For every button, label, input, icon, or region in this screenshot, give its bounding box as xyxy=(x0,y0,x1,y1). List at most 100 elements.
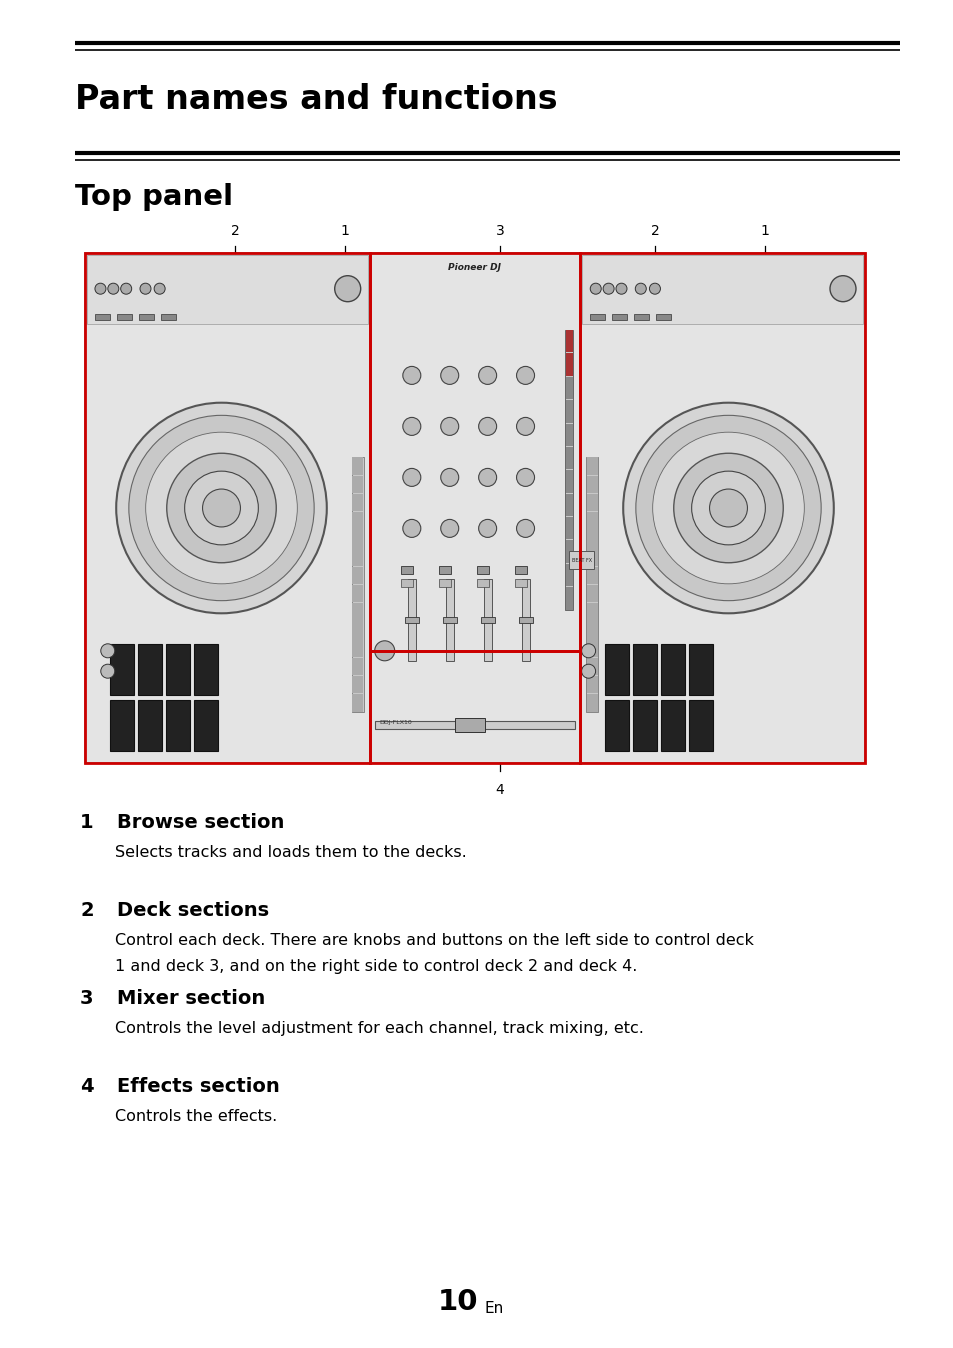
Bar xyxy=(565,330,572,352)
Circle shape xyxy=(375,640,395,661)
Bar xyxy=(352,658,363,675)
Circle shape xyxy=(478,468,497,487)
Bar xyxy=(586,457,598,712)
Text: 2: 2 xyxy=(80,900,93,919)
Circle shape xyxy=(516,519,534,538)
Bar xyxy=(352,603,363,620)
Circle shape xyxy=(154,283,165,294)
Circle shape xyxy=(146,433,297,584)
Circle shape xyxy=(440,468,458,487)
Circle shape xyxy=(185,472,258,545)
Bar xyxy=(565,376,572,399)
Text: Mixer section: Mixer section xyxy=(117,989,265,1008)
Text: Top panel: Top panel xyxy=(75,183,233,212)
Text: 2: 2 xyxy=(650,224,659,239)
Circle shape xyxy=(478,519,497,538)
Bar xyxy=(604,700,629,751)
Bar xyxy=(565,423,572,446)
Bar xyxy=(87,255,367,325)
Bar xyxy=(352,694,363,712)
Circle shape xyxy=(635,283,645,294)
Circle shape xyxy=(649,283,659,294)
Bar xyxy=(352,512,363,530)
Bar xyxy=(660,644,684,696)
Bar xyxy=(565,493,572,516)
Bar xyxy=(166,644,190,696)
Circle shape xyxy=(95,283,106,294)
Bar xyxy=(581,255,862,325)
Bar xyxy=(352,566,363,584)
Bar xyxy=(352,621,363,639)
Circle shape xyxy=(516,418,534,435)
Bar xyxy=(404,617,418,623)
Bar xyxy=(660,700,684,751)
Bar xyxy=(352,585,363,603)
Circle shape xyxy=(673,453,782,562)
Bar xyxy=(483,580,491,661)
Circle shape xyxy=(622,403,833,613)
Bar xyxy=(586,658,598,675)
Circle shape xyxy=(516,367,534,384)
Circle shape xyxy=(202,489,240,527)
Bar xyxy=(515,566,526,574)
Circle shape xyxy=(121,283,132,294)
Bar xyxy=(565,541,572,562)
Text: BEAT FX: BEAT FX xyxy=(571,558,591,562)
Bar xyxy=(565,329,573,611)
Bar xyxy=(586,603,598,620)
Circle shape xyxy=(602,283,614,294)
Bar xyxy=(375,721,575,729)
Bar xyxy=(138,700,162,751)
Circle shape xyxy=(516,468,534,487)
Bar xyxy=(352,457,363,712)
Bar xyxy=(161,314,175,321)
Text: 2: 2 xyxy=(231,224,239,239)
Circle shape xyxy=(129,415,314,601)
Text: 3: 3 xyxy=(496,224,504,239)
Bar xyxy=(193,700,218,751)
Text: Controls the effects.: Controls the effects. xyxy=(115,1109,277,1124)
Circle shape xyxy=(167,453,276,562)
Bar xyxy=(586,493,598,511)
Bar xyxy=(352,476,363,493)
Bar xyxy=(85,253,864,763)
Bar xyxy=(579,253,864,763)
Bar xyxy=(590,314,604,321)
Bar xyxy=(407,580,416,661)
Text: 4: 4 xyxy=(80,1077,93,1096)
Bar xyxy=(565,518,572,539)
Circle shape xyxy=(581,644,595,658)
Circle shape xyxy=(581,665,595,678)
Bar xyxy=(689,644,713,696)
Bar xyxy=(634,314,649,321)
Circle shape xyxy=(635,415,821,601)
Text: Controls the level adjustment for each channel, track mixing, etc.: Controls the level adjustment for each c… xyxy=(115,1020,643,1037)
Circle shape xyxy=(108,283,119,294)
Bar xyxy=(352,530,363,547)
Text: Part names and functions: Part names and functions xyxy=(75,84,558,116)
Bar xyxy=(586,476,598,493)
Text: 10: 10 xyxy=(437,1287,477,1316)
Bar xyxy=(442,617,456,623)
Bar xyxy=(656,314,671,321)
Text: Browse section: Browse section xyxy=(117,813,284,832)
Circle shape xyxy=(116,403,327,613)
Circle shape xyxy=(440,418,458,435)
Bar xyxy=(166,700,190,751)
Text: Pioneer DJ: Pioneer DJ xyxy=(448,263,501,272)
Circle shape xyxy=(691,472,764,545)
Bar xyxy=(565,448,572,469)
Circle shape xyxy=(440,519,458,538)
Text: 1 and deck 3, and on the right side to control deck 2 and deck 4.: 1 and deck 3, and on the right side to c… xyxy=(115,958,637,975)
Circle shape xyxy=(478,367,497,384)
Circle shape xyxy=(709,489,746,527)
Circle shape xyxy=(829,276,855,302)
Bar xyxy=(95,314,110,321)
Bar xyxy=(515,580,526,588)
Bar xyxy=(521,580,529,661)
Bar xyxy=(352,493,363,511)
Bar xyxy=(480,617,494,623)
Bar xyxy=(110,700,133,751)
Circle shape xyxy=(402,367,420,384)
Circle shape xyxy=(335,276,360,302)
